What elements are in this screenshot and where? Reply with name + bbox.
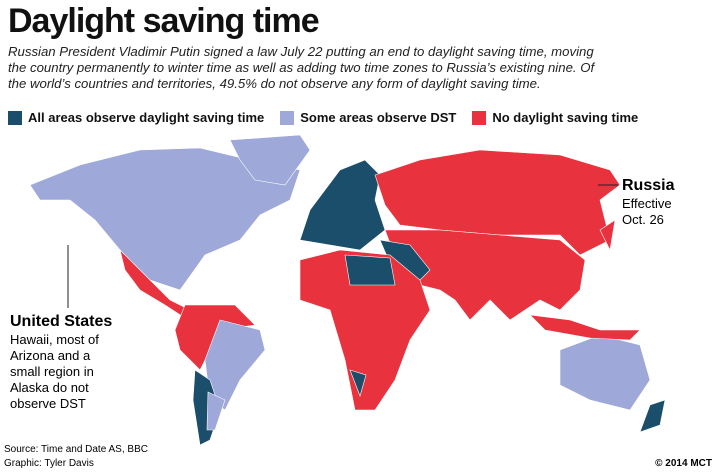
us-note: observe DST bbox=[10, 396, 86, 411]
legend-swatch bbox=[8, 110, 22, 125]
title: Daylight saving time bbox=[8, 2, 320, 40]
credit: Graphic: Tyler Davis bbox=[4, 458, 94, 469]
legend-swatch bbox=[472, 110, 487, 125]
russia-title: Russia bbox=[622, 177, 675, 194]
legend-item: Some areas observe DST bbox=[280, 110, 456, 125]
africa bbox=[299, 249, 431, 411]
legend-item: All areas observe daylight saving time bbox=[8, 110, 264, 125]
legend-label: Some areas observe DST bbox=[300, 110, 457, 125]
legend-item: No daylight saving time bbox=[472, 110, 638, 125]
new-zealand bbox=[639, 399, 666, 433]
japan bbox=[599, 219, 616, 251]
legend-swatch bbox=[280, 110, 295, 125]
russia-note: Oct. 26 bbox=[622, 212, 664, 227]
russia-note: Effective bbox=[622, 196, 672, 211]
brazil bbox=[204, 319, 266, 411]
namibia bbox=[349, 369, 367, 397]
subtitle-line: Russian President Vladimir Putin signed … bbox=[8, 44, 594, 59]
greenland bbox=[229, 134, 311, 186]
source: Source: Time and Date AS, BBC bbox=[4, 444, 148, 455]
europe bbox=[299, 159, 386, 251]
us-note: Alaska do not bbox=[10, 380, 89, 395]
us-note: Arizona and a bbox=[10, 348, 91, 363]
north-america bbox=[29, 147, 301, 291]
north-africa bbox=[344, 254, 396, 286]
subtitle-line: the world’s countries and territories, 4… bbox=[8, 76, 541, 91]
legend-label: No daylight saving time bbox=[492, 110, 639, 125]
subtitle: Russian President Vladimir Putin signed … bbox=[8, 44, 594, 92]
us-note: Hawaii, most of bbox=[10, 332, 99, 347]
argentina bbox=[206, 391, 226, 431]
asia bbox=[384, 229, 586, 321]
us-note: small region in bbox=[10, 364, 94, 379]
legend: All areas observe daylight saving time So… bbox=[8, 110, 638, 125]
australia bbox=[559, 334, 651, 411]
us-title: United States bbox=[10, 313, 112, 330]
copyright: © 2014 MCT bbox=[655, 458, 712, 469]
subtitle-line: the country permanently to winter time a… bbox=[8, 60, 595, 75]
legend-label: All areas observe daylight saving time bbox=[28, 110, 265, 125]
indonesia bbox=[529, 314, 641, 341]
